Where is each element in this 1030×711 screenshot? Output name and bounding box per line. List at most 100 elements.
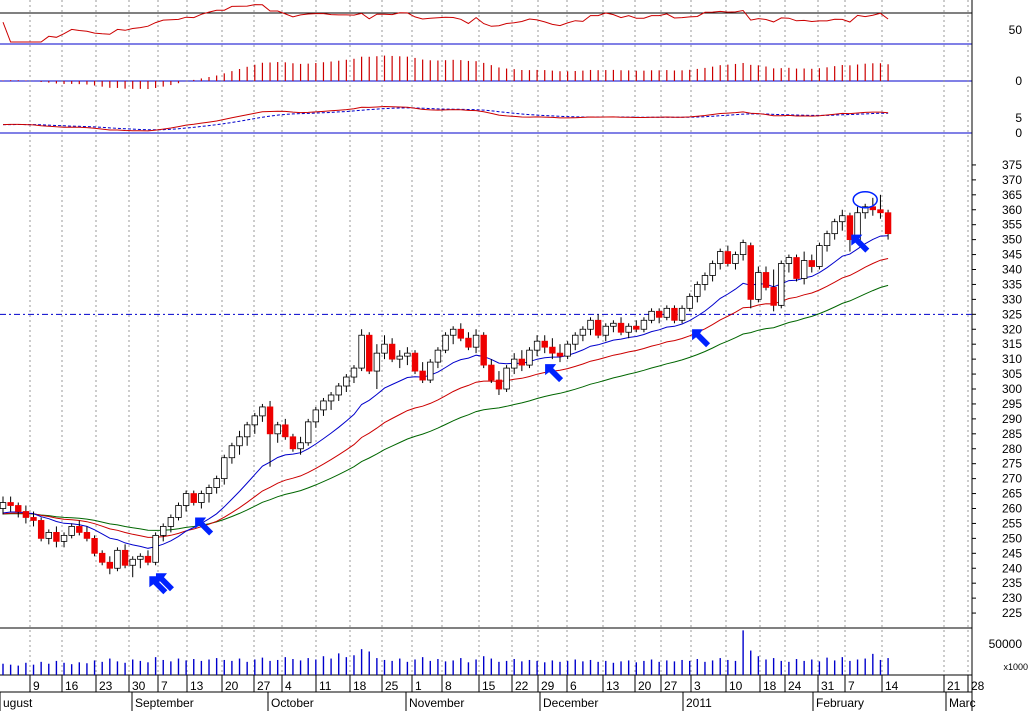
day-tick-label: 31: [821, 679, 835, 693]
price-tick-label: 240: [1002, 561, 1022, 575]
candle: [30, 511, 37, 527]
candle-body: [205, 487, 213, 494]
day-tick-label: 27: [664, 679, 678, 693]
price-tick-label: 305: [1002, 367, 1022, 381]
candle: [503, 365, 510, 392]
candle-body: [396, 355, 403, 360]
day-tick-label: 28: [971, 679, 985, 693]
candle-body: [503, 367, 510, 390]
candle: [350, 365, 358, 384]
candle-body: [335, 385, 342, 396]
candle-body: [243, 424, 251, 438]
candle: [160, 523, 167, 542]
day-tick-label: 29: [541, 679, 555, 693]
day-tick-label: 6: [570, 679, 577, 693]
candle: [533, 335, 541, 357]
candle: [152, 532, 159, 566]
candle: [488, 359, 495, 384]
candle-body: [7, 502, 14, 506]
candle: [465, 332, 472, 351]
candle-body: [0, 502, 7, 509]
price-tick-label: 335: [1002, 277, 1022, 291]
candle: [724, 245, 732, 267]
macd-signal-line: [3, 107, 889, 131]
candle-body: [610, 322, 617, 327]
candle: [572, 332, 579, 351]
candle-body: [137, 555, 144, 560]
moving-average-slow: [2, 284, 889, 531]
day-tick-label: 4: [285, 679, 292, 693]
price-tick-label: 280: [1002, 442, 1022, 456]
day-tick-label: 20: [225, 679, 239, 693]
candle: [381, 335, 388, 360]
candle: [678, 305, 686, 324]
macd-tick-label: 5: [1015, 111, 1022, 125]
candle-body: [160, 526, 167, 536]
candle-body: [175, 505, 182, 518]
candle: [808, 254, 815, 273]
candle-body: [419, 370, 426, 381]
day-tick-label: 3: [694, 679, 701, 693]
month-label: February: [816, 696, 864, 710]
candle-body: [488, 364, 495, 381]
candle: [526, 347, 533, 369]
signal-arrow: [195, 517, 214, 536]
candle: [76, 520, 83, 536]
price-tick-label: 315: [1002, 337, 1022, 351]
price-tick-label: 300: [1002, 382, 1022, 396]
candle: [480, 332, 487, 369]
candle-body: [221, 457, 228, 480]
price-tick-label: 270: [1002, 472, 1022, 486]
candle-body: [76, 526, 83, 533]
rsi-line: [2, 4, 889, 43]
candle-body: [366, 334, 373, 372]
candle-body: [861, 206, 869, 214]
candle: [68, 523, 75, 539]
candle: [877, 194, 884, 219]
candle-body: [533, 340, 541, 351]
price-tick-label: 350: [1002, 233, 1022, 247]
rsi-panel: [2, 4, 889, 43]
candle: [694, 281, 701, 303]
candle: [602, 323, 609, 342]
candle-body: [449, 328, 457, 336]
month-label: October: [271, 696, 314, 710]
day-tick-label: 10: [729, 679, 743, 693]
candle-body: [602, 325, 609, 336]
candle-body: [663, 307, 671, 318]
candle-body: [701, 275, 709, 285]
price-tick-label: 260: [1002, 502, 1022, 516]
candle: [778, 260, 785, 309]
candle: [846, 212, 854, 252]
candle: [755, 266, 762, 303]
candle-body: [53, 532, 60, 542]
day-tick-label: 21: [947, 679, 961, 693]
candle-body: [427, 361, 434, 381]
candle: [587, 317, 594, 336]
day-tick-label: 13: [190, 679, 204, 693]
vertical-gridlines: [29, 0, 969, 675]
candle-body: [572, 334, 579, 345]
candle-body: [579, 328, 587, 336]
price-tick-label: 330: [1002, 292, 1022, 306]
candle-body: [564, 343, 571, 357]
candle-body: [800, 260, 808, 279]
candle: [686, 293, 693, 312]
candle: [129, 556, 136, 578]
month-label: ugust: [3, 696, 33, 710]
candle-body: [739, 242, 747, 255]
candle-body: [747, 245, 754, 300]
candle-body: [320, 400, 327, 411]
candle: [320, 397, 327, 416]
candle: [861, 203, 869, 219]
candle: [541, 335, 548, 354]
candle-body: [625, 325, 632, 333]
day-tick-label: 8: [445, 679, 452, 693]
candle-body: [45, 532, 52, 539]
candle-body: [465, 337, 472, 348]
candle-body: [541, 340, 548, 348]
candle-body: [22, 511, 30, 518]
candle: [289, 433, 297, 452]
candle: [45, 529, 52, 545]
candle: [297, 436, 304, 455]
